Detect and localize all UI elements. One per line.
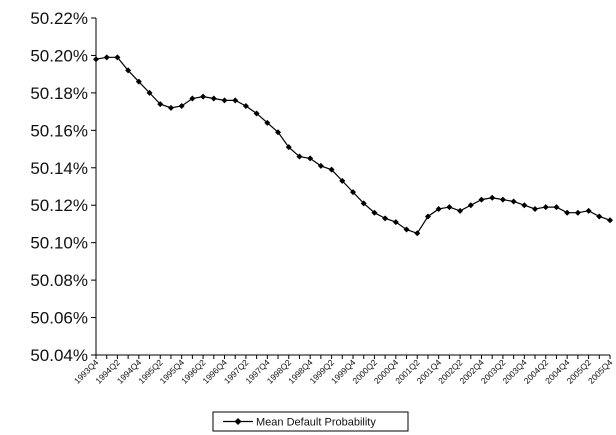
data-point — [607, 217, 613, 224]
data-point — [392, 219, 399, 226]
data-point — [585, 207, 592, 214]
series-mean-default-probability — [93, 54, 613, 237]
data-point — [371, 209, 378, 216]
y-tick-label: 50.18% — [30, 84, 88, 103]
data-point — [424, 213, 431, 220]
legend-marker-sample — [234, 418, 242, 425]
data-point — [350, 189, 356, 196]
data-point — [253, 110, 260, 117]
data-point — [264, 119, 271, 126]
data-point — [307, 155, 314, 162]
data-point — [574, 209, 581, 216]
data-point — [93, 56, 99, 63]
data-point — [414, 230, 421, 237]
data-point — [275, 129, 282, 136]
data-point — [178, 102, 185, 109]
data-point — [242, 102, 249, 109]
data-point — [210, 95, 217, 102]
y-tick-label: 50.10% — [30, 234, 88, 253]
data-point — [360, 200, 367, 207]
y-tick-label: 50.16% — [30, 121, 88, 140]
data-point — [221, 97, 228, 104]
data-point — [317, 162, 324, 169]
data-point — [114, 54, 121, 61]
data-point — [532, 205, 539, 212]
data-point — [521, 202, 528, 209]
y-tick-label: 50.04% — [30, 346, 88, 365]
legend-box — [212, 411, 409, 432]
data-point — [446, 204, 453, 211]
data-point — [167, 104, 174, 111]
data-point — [499, 196, 506, 203]
y-tick-label: 50.12% — [30, 196, 88, 215]
y-axis: 50.04% 50.06% 50.08% 50.10% 50.12% 50.14% 50.1… — [30, 9, 97, 365]
legend-label: Mean Default Probability — [256, 417, 376, 429]
data-point — [542, 204, 549, 211]
y-tick-label: 50.14% — [30, 159, 88, 178]
legend: Mean Default Probability — [212, 411, 409, 432]
y-tick-label: 50.06% — [30, 309, 88, 328]
data-point — [200, 93, 207, 100]
data-point — [157, 101, 164, 108]
y-tick-label: 50.08% — [30, 271, 88, 290]
data-point — [467, 202, 474, 209]
data-point — [189, 95, 196, 102]
x-tick-label: 2005Q4 — [586, 357, 615, 386]
data-point — [328, 166, 335, 173]
data-point — [435, 205, 442, 212]
data-point — [135, 78, 142, 85]
data-point — [339, 177, 346, 184]
data-point — [564, 209, 571, 216]
y-tick-label: 50.20% — [30, 46, 88, 65]
data-point — [403, 226, 410, 233]
data-point — [457, 207, 464, 214]
data-point — [296, 153, 303, 160]
data-point — [510, 198, 517, 205]
data-point — [125, 67, 132, 74]
data-point — [103, 54, 110, 61]
data-point — [232, 97, 239, 104]
data-point — [285, 144, 292, 151]
data-point — [596, 213, 603, 220]
data-point — [553, 204, 560, 211]
x-axis: 1993Q41994Q21994Q41995Q21995Q41996Q21996… — [72, 354, 615, 386]
data-point — [489, 194, 496, 201]
data-point — [146, 89, 153, 96]
data-point — [478, 196, 485, 203]
series-line — [95, 56, 611, 235]
data-point — [382, 215, 389, 222]
y-tick-label: 50.22% — [30, 9, 88, 28]
